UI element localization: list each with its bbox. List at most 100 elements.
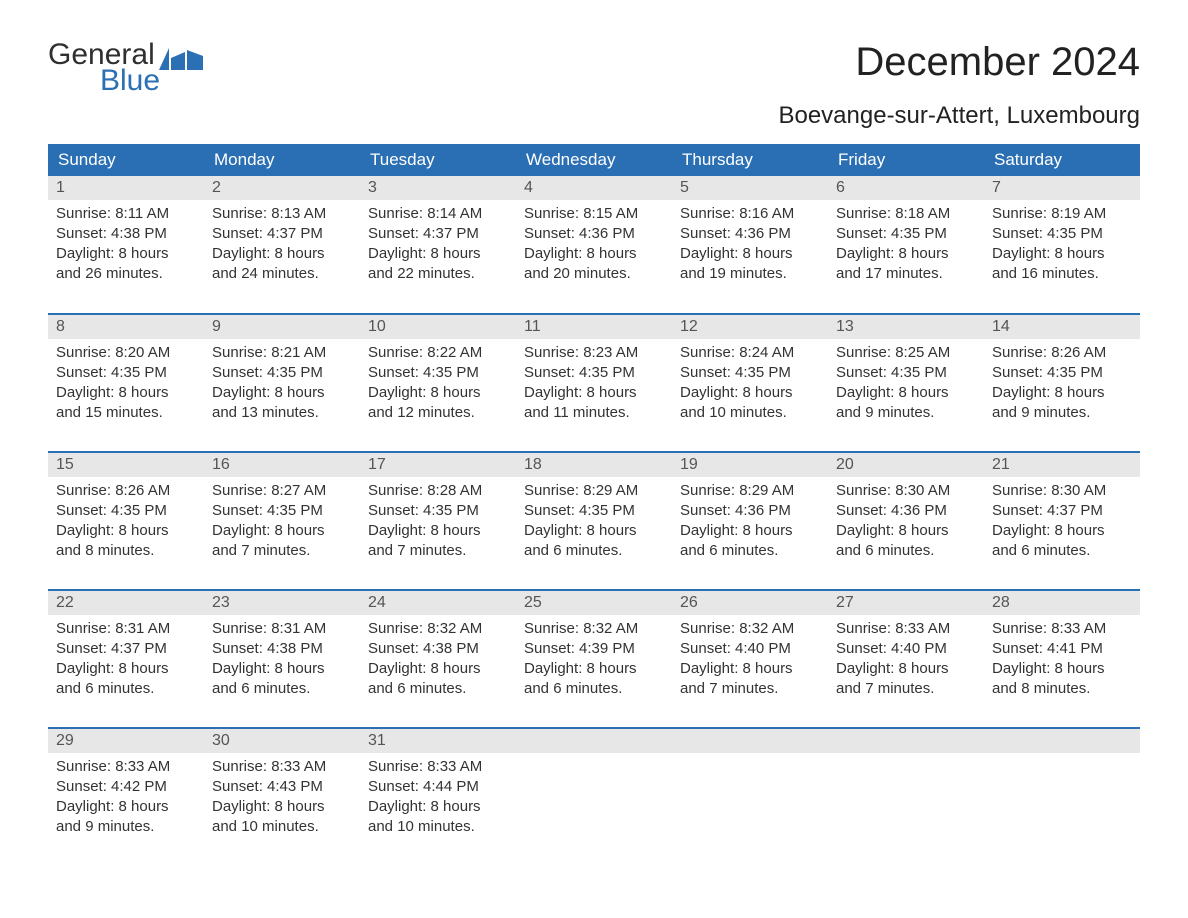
day-number: 14 xyxy=(984,315,1140,339)
day-daylight-line1: Daylight: 8 hours xyxy=(212,383,352,403)
page-subtitle: Boevange-sur-Attert, Luxembourg xyxy=(48,102,1140,130)
day-sunrise: Sunrise: 8:11 AM xyxy=(56,204,196,224)
day-daylight-line1: Daylight: 8 hours xyxy=(680,383,820,403)
day-sunrise: Sunrise: 8:29 AM xyxy=(524,481,664,501)
day-number: 10 xyxy=(360,315,516,339)
day-daylight-line1: Daylight: 8 hours xyxy=(524,521,664,541)
day-number: 17 xyxy=(360,453,516,477)
day-number: 20 xyxy=(828,453,984,477)
day-body: Sunrise: 8:30 AMSunset: 4:36 PMDaylight:… xyxy=(828,477,984,567)
calendar-day-cell: 25Sunrise: 8:32 AMSunset: 4:39 PMDayligh… xyxy=(516,590,672,728)
day-sunrise: Sunrise: 8:27 AM xyxy=(212,481,352,501)
day-daylight-line1: Daylight: 8 hours xyxy=(212,521,352,541)
day-sunset: Sunset: 4:36 PM xyxy=(680,501,820,521)
day-body: Sunrise: 8:19 AMSunset: 4:35 PMDaylight:… xyxy=(984,200,1140,290)
header-row: General Blue December 2024 xyxy=(48,40,1140,96)
day-number-empty xyxy=(672,729,828,753)
day-daylight-line2: and 6 minutes. xyxy=(992,541,1132,561)
day-sunset: Sunset: 4:38 PM xyxy=(212,639,352,659)
calendar-day-cell: 23Sunrise: 8:31 AMSunset: 4:38 PMDayligh… xyxy=(204,590,360,728)
day-body: Sunrise: 8:30 AMSunset: 4:37 PMDaylight:… xyxy=(984,477,1140,567)
day-daylight-line1: Daylight: 8 hours xyxy=(992,659,1132,679)
day-daylight-line2: and 8 minutes. xyxy=(992,679,1132,699)
day-sunset: Sunset: 4:39 PM xyxy=(524,639,664,659)
day-sunset: Sunset: 4:37 PM xyxy=(212,224,352,244)
day-sunrise: Sunrise: 8:31 AM xyxy=(56,619,196,639)
day-body: Sunrise: 8:20 AMSunset: 4:35 PMDaylight:… xyxy=(48,339,204,429)
day-sunrise: Sunrise: 8:16 AM xyxy=(680,204,820,224)
day-daylight-line1: Daylight: 8 hours xyxy=(212,797,352,817)
day-daylight-line1: Daylight: 8 hours xyxy=(524,244,664,264)
calendar-week-row: 8Sunrise: 8:20 AMSunset: 4:35 PMDaylight… xyxy=(48,314,1140,452)
calendar-body: 1Sunrise: 8:11 AMSunset: 4:38 PMDaylight… xyxy=(48,176,1140,866)
day-daylight-line1: Daylight: 8 hours xyxy=(56,244,196,264)
day-body: Sunrise: 8:11 AMSunset: 4:38 PMDaylight:… xyxy=(48,200,204,290)
day-daylight-line2: and 12 minutes. xyxy=(368,403,508,423)
day-number: 21 xyxy=(984,453,1140,477)
day-sunset: Sunset: 4:38 PM xyxy=(368,639,508,659)
day-body: Sunrise: 8:29 AMSunset: 4:35 PMDaylight:… xyxy=(516,477,672,567)
day-sunrise: Sunrise: 8:33 AM xyxy=(56,757,196,777)
day-sunrise: Sunrise: 8:22 AM xyxy=(368,343,508,363)
day-body: Sunrise: 8:16 AMSunset: 4:36 PMDaylight:… xyxy=(672,200,828,290)
calendar-day-cell: 9Sunrise: 8:21 AMSunset: 4:35 PMDaylight… xyxy=(204,314,360,452)
day-daylight-line1: Daylight: 8 hours xyxy=(992,244,1132,264)
day-sunset: Sunset: 4:35 PM xyxy=(836,224,976,244)
day-sunset: Sunset: 4:35 PM xyxy=(524,501,664,521)
day-sunrise: Sunrise: 8:31 AM xyxy=(212,619,352,639)
calendar-day-cell: 24Sunrise: 8:32 AMSunset: 4:38 PMDayligh… xyxy=(360,590,516,728)
calendar-week-row: 1Sunrise: 8:11 AMSunset: 4:38 PMDaylight… xyxy=(48,176,1140,314)
day-body: Sunrise: 8:33 AMSunset: 4:40 PMDaylight:… xyxy=(828,615,984,705)
calendar-page: General Blue December 2024 Boevange-sur-… xyxy=(0,0,1188,906)
day-body: Sunrise: 8:18 AMSunset: 4:35 PMDaylight:… xyxy=(828,200,984,290)
day-daylight-line2: and 10 minutes. xyxy=(680,403,820,423)
calendar-day-cell: 5Sunrise: 8:16 AMSunset: 4:36 PMDaylight… xyxy=(672,176,828,314)
day-body: Sunrise: 8:24 AMSunset: 4:35 PMDaylight:… xyxy=(672,339,828,429)
day-body: Sunrise: 8:22 AMSunset: 4:35 PMDaylight:… xyxy=(360,339,516,429)
day-sunrise: Sunrise: 8:13 AM xyxy=(212,204,352,224)
calendar-table: Sunday Monday Tuesday Wednesday Thursday… xyxy=(48,144,1140,866)
calendar-day-cell: 8Sunrise: 8:20 AMSunset: 4:35 PMDaylight… xyxy=(48,314,204,452)
day-number: 19 xyxy=(672,453,828,477)
calendar-day-cell: 29Sunrise: 8:33 AMSunset: 4:42 PMDayligh… xyxy=(48,728,204,866)
day-sunrise: Sunrise: 8:19 AM xyxy=(992,204,1132,224)
day-number: 4 xyxy=(516,176,672,200)
calendar-header-row: Sunday Monday Tuesday Wednesday Thursday… xyxy=(48,144,1140,176)
col-header-friday: Friday xyxy=(828,144,984,176)
day-body: Sunrise: 8:33 AMSunset: 4:43 PMDaylight:… xyxy=(204,753,360,843)
brand-logo: General Blue xyxy=(48,40,203,96)
day-body: Sunrise: 8:28 AMSunset: 4:35 PMDaylight:… xyxy=(360,477,516,567)
day-daylight-line2: and 8 minutes. xyxy=(56,541,196,561)
calendar-day-cell: 26Sunrise: 8:32 AMSunset: 4:40 PMDayligh… xyxy=(672,590,828,728)
day-daylight-line1: Daylight: 8 hours xyxy=(368,797,508,817)
day-daylight-line1: Daylight: 8 hours xyxy=(56,797,196,817)
calendar-day-cell: 31Sunrise: 8:33 AMSunset: 4:44 PMDayligh… xyxy=(360,728,516,866)
day-body: Sunrise: 8:21 AMSunset: 4:35 PMDaylight:… xyxy=(204,339,360,429)
day-daylight-line2: and 6 minutes. xyxy=(680,541,820,561)
day-sunset: Sunset: 4:42 PM xyxy=(56,777,196,797)
day-number: 2 xyxy=(204,176,360,200)
day-number: 31 xyxy=(360,729,516,753)
day-daylight-line1: Daylight: 8 hours xyxy=(56,383,196,403)
day-number-empty xyxy=(828,729,984,753)
day-daylight-line1: Daylight: 8 hours xyxy=(836,659,976,679)
day-daylight-line2: and 7 minutes. xyxy=(680,679,820,699)
day-number: 6 xyxy=(828,176,984,200)
day-body: Sunrise: 8:13 AMSunset: 4:37 PMDaylight:… xyxy=(204,200,360,290)
day-sunrise: Sunrise: 8:23 AM xyxy=(524,343,664,363)
day-number: 18 xyxy=(516,453,672,477)
day-sunrise: Sunrise: 8:29 AM xyxy=(680,481,820,501)
day-daylight-line2: and 6 minutes. xyxy=(368,679,508,699)
day-sunset: Sunset: 4:37 PM xyxy=(992,501,1132,521)
day-daylight-line1: Daylight: 8 hours xyxy=(836,244,976,264)
day-number: 27 xyxy=(828,591,984,615)
day-sunset: Sunset: 4:35 PM xyxy=(524,363,664,383)
day-sunrise: Sunrise: 8:32 AM xyxy=(524,619,664,639)
day-sunrise: Sunrise: 8:33 AM xyxy=(992,619,1132,639)
calendar-day-cell: 30Sunrise: 8:33 AMSunset: 4:43 PMDayligh… xyxy=(204,728,360,866)
day-body: Sunrise: 8:23 AMSunset: 4:35 PMDaylight:… xyxy=(516,339,672,429)
day-sunset: Sunset: 4:35 PM xyxy=(992,363,1132,383)
calendar-day-cell: 12Sunrise: 8:24 AMSunset: 4:35 PMDayligh… xyxy=(672,314,828,452)
day-number: 16 xyxy=(204,453,360,477)
title-block: December 2024 xyxy=(855,40,1140,85)
